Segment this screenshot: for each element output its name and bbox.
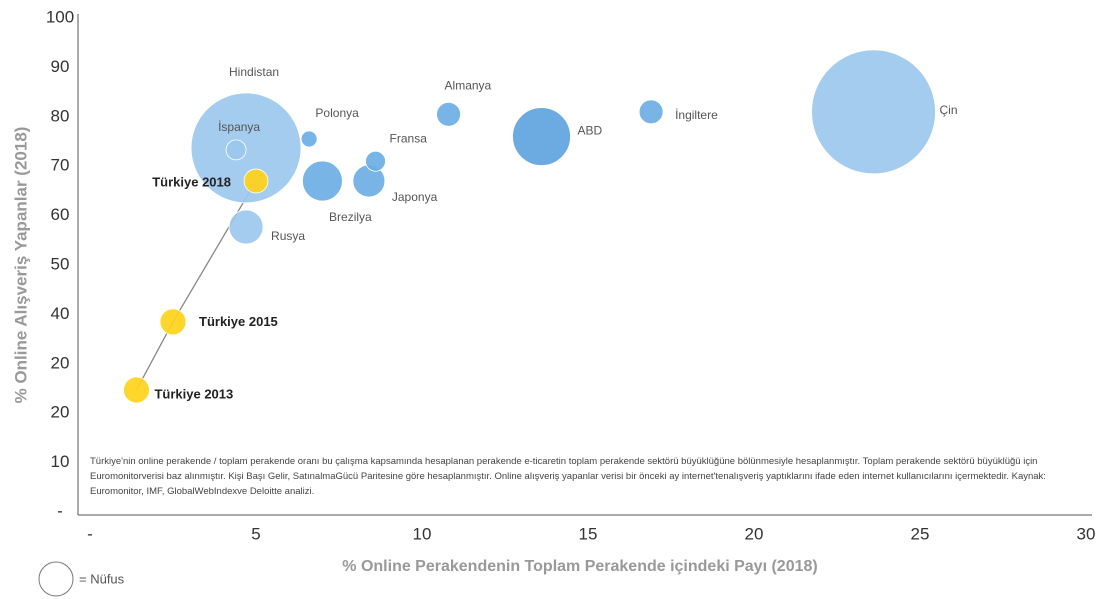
bubble-label: İngiltere [675,108,718,122]
x-tick-label: 30 [1077,524,1096,543]
x-tick-label: 25 [911,524,930,543]
bubble-label: Türkiye 2013 [154,386,233,401]
bubble [123,376,150,404]
bubble-label: Polonya [315,106,359,120]
bubble-label: Çin [940,103,958,117]
legend-symbol [38,561,74,597]
bubble [811,49,936,175]
bubble [243,168,269,194]
bubble [300,130,318,148]
bubble-label: Türkiye 2018 [152,174,231,189]
y-tick-label: 20 [51,353,70,372]
y-tick-label: 90 [51,57,70,76]
bubble [436,101,461,127]
bubble-label: ABD [578,124,603,138]
bubble-label: Fransa [390,131,428,145]
bubble [638,99,664,125]
bubble [159,308,187,336]
y-tick-label: - [57,501,63,520]
y-tick-label: 10 [51,452,70,471]
bubble [512,107,571,166]
bubble-label: Hindistan [229,65,279,79]
bubble [228,209,264,245]
bubble-label: Türkiye 2015 [199,314,278,329]
bubble-label: Japonya [392,190,438,204]
y-tick-label: 100 [46,7,74,26]
x-axis-title: % Online Perakendenin Toplam Perakende i… [342,558,817,575]
bubble-label: Almanya [445,79,492,93]
bubble [365,150,386,172]
x-tick-label: 15 [579,524,598,543]
bubble [225,139,247,161]
bubble-label: İspanya [218,120,260,134]
y-tick-label: 70 [51,156,70,175]
bubble-label: Brezilya [329,210,372,224]
x-tick-label: 5 [251,524,260,543]
y-axis-title: % Online Alışveriş Yapanlar (2018) [11,127,30,404]
x-tick-label: 10 [413,524,432,543]
bubble [302,160,343,202]
bubble-label: Rusya [271,229,305,243]
y-tick-label: 20 [51,403,70,422]
x-tick-label: - [87,524,93,543]
legend-label: = Nüfus [79,571,125,586]
x-tick-label: 20 [745,524,764,543]
y-tick-label: 80 [51,106,70,125]
y-tick-label: 50 [51,254,70,273]
y-tick-label: 40 [51,304,70,323]
y-tick-label: 60 [51,205,70,224]
footnote: Türkiye'nin online perakende / toplam pe… [90,456,1046,497]
